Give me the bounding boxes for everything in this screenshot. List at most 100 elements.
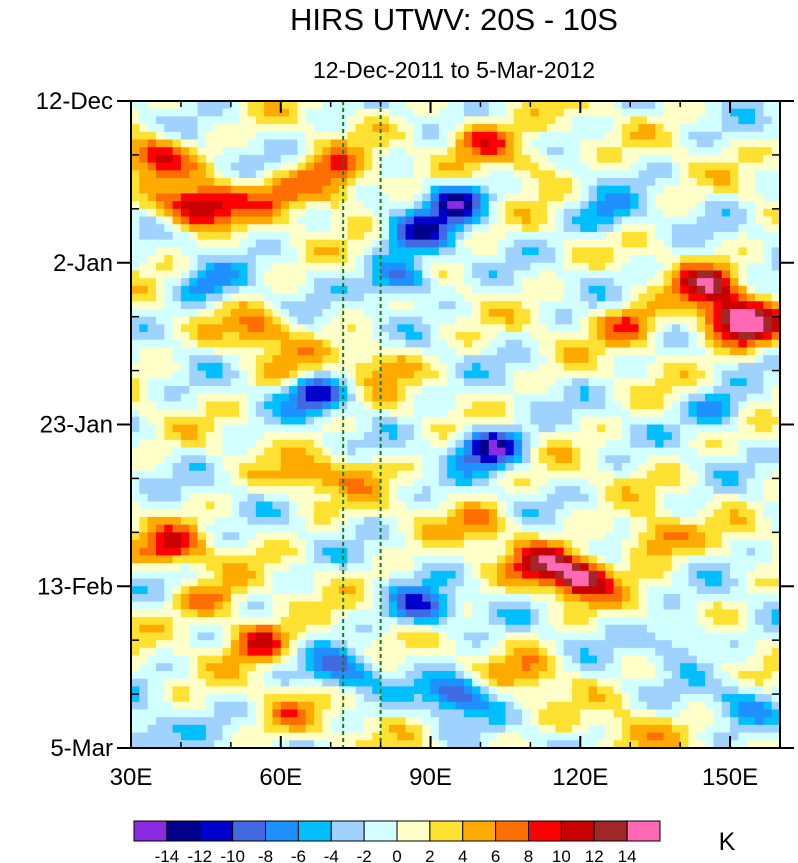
heatmap-cell	[655, 108, 665, 117]
heatmap-cell	[239, 532, 249, 541]
heatmap-cell	[239, 401, 249, 410]
heatmap-cell	[197, 463, 207, 472]
heatmap-cell	[596, 362, 606, 372]
heatmap-cell	[289, 470, 299, 480]
heatmap-cell	[605, 463, 615, 472]
heatmap-cell	[696, 532, 706, 541]
heatmap-cell	[289, 416, 299, 426]
heatmap-cell	[497, 301, 507, 310]
heatmap-cell	[289, 532, 299, 541]
heatmap-cell	[671, 255, 681, 264]
heatmap-cell	[472, 270, 482, 279]
heatmap-cell	[314, 470, 323, 480]
heatmap-cell	[538, 416, 548, 426]
heatmap-cell	[314, 147, 323, 156]
heatmap-cell	[347, 570, 357, 580]
heatmap-cell	[430, 324, 440, 333]
heatmap-cell	[280, 385, 290, 395]
heatmap-cell	[513, 193, 523, 202]
heatmap-cell	[172, 170, 182, 179]
heatmap-cell	[497, 409, 507, 418]
heatmap-cell	[297, 124, 307, 133]
heatmap-cell	[180, 432, 190, 441]
heatmap-cell	[147, 570, 157, 580]
heatmap-cell	[222, 409, 232, 418]
heatmap-cell	[488, 224, 498, 233]
heatmap-cell	[405, 547, 415, 557]
heatmap-cell	[222, 362, 232, 372]
heatmap-cell	[705, 231, 715, 241]
heatmap-cell	[430, 162, 440, 171]
heatmap-cell	[438, 201, 448, 210]
heatmap-cell	[447, 470, 457, 480]
heatmap-cell	[455, 178, 465, 187]
heatmap-cell	[746, 540, 756, 549]
heatmap-cell	[605, 540, 615, 549]
heatmap-cell	[588, 439, 598, 449]
heatmap-cell	[139, 231, 149, 241]
heatmap-cell	[688, 516, 698, 526]
heatmap-cell	[397, 101, 407, 110]
heatmap-cell	[305, 139, 315, 148]
heatmap-cell	[405, 362, 415, 372]
heatmap-cell	[305, 185, 315, 195]
heatmap-cell	[713, 478, 723, 487]
heatmap-cell	[447, 108, 457, 117]
heatmap-cell	[230, 278, 240, 287]
heatmap-cell	[172, 470, 182, 480]
heatmap-cell	[513, 578, 523, 587]
heatmap-cell	[164, 332, 174, 341]
heatmap-cell	[655, 501, 665, 510]
heatmap-cell	[180, 524, 190, 533]
heatmap-cell	[131, 593, 140, 603]
heatmap-cell	[696, 424, 706, 433]
heatmap-cell	[763, 316, 773, 325]
heatmap-cell	[255, 162, 265, 171]
heatmap-cell	[522, 285, 531, 295]
heatmap-cell	[530, 170, 540, 179]
heatmap-cell	[497, 308, 507, 318]
heatmap-cell	[197, 570, 207, 580]
heatmap-cell	[172, 362, 182, 372]
heatmap-cell	[755, 316, 764, 325]
heatmap-cell	[255, 270, 265, 279]
heatmap-cell	[646, 493, 656, 503]
heatmap-cell	[214, 570, 224, 580]
heatmap-cell	[172, 201, 182, 210]
heatmap-cell	[347, 124, 357, 133]
heatmap-cell	[746, 524, 756, 533]
heatmap-cell	[696, 216, 706, 225]
heatmap-cell	[563, 532, 573, 541]
heatmap-cell	[497, 270, 507, 279]
heatmap-cell	[155, 339, 165, 349]
heatmap-cell	[255, 339, 265, 349]
heatmap-cell	[463, 262, 473, 272]
heatmap-cell	[688, 586, 698, 595]
heatmap-cell	[713, 178, 723, 187]
heatmap-cell	[621, 255, 631, 264]
heatmap-cell	[721, 316, 731, 325]
heatmap-cell	[663, 555, 673, 564]
heatmap-cell	[264, 501, 274, 510]
heatmap-cell	[513, 563, 523, 572]
heatmap-cell	[696, 563, 706, 572]
heatmap-cell	[580, 216, 590, 225]
heatmap-cell	[613, 208, 623, 218]
heatmap-cell	[239, 355, 249, 364]
heatmap-cell	[755, 447, 764, 456]
heatmap-cell	[763, 193, 773, 202]
heatmap-cell	[447, 547, 457, 557]
heatmap-cell	[605, 486, 615, 495]
heatmap-cell	[705, 101, 715, 110]
heatmap-cell	[305, 162, 315, 171]
heatmap-cell	[347, 416, 357, 426]
heatmap-cell	[655, 255, 665, 264]
heatmap-cell	[255, 493, 265, 503]
heatmap-cell	[638, 101, 648, 110]
heatmap-cell	[289, 124, 299, 133]
heatmap-cell	[363, 116, 373, 125]
heatmap-cell	[505, 493, 515, 503]
heatmap-cell	[571, 239, 581, 248]
heatmap-cell	[472, 447, 482, 456]
heatmap-cell	[621, 239, 631, 248]
